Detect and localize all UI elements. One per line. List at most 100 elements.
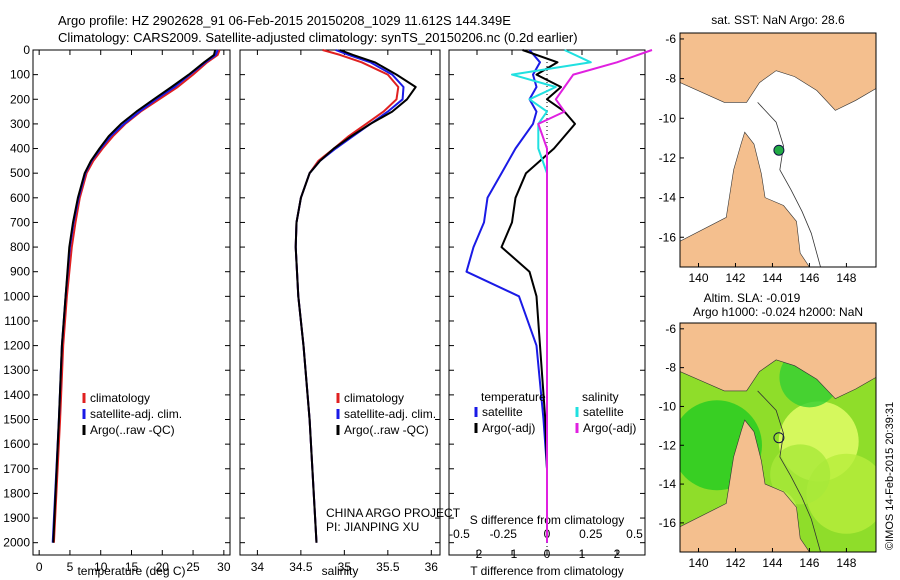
map-lat-tick-label: -16 [659,230,677,244]
temperature-series-1 [52,49,221,543]
sla-map-layer [680,323,876,552]
salinity-diff-tick-label: -0.5 [449,527,470,541]
map-lat-tick-label: -10 [659,399,677,413]
map-lat-tick-label: -14 [659,477,677,491]
difference-xtick-tick-label: 1 [579,547,586,561]
diff-legend-title-temperature: temperature [481,390,546,404]
sla-map-frame [679,322,877,553]
map-lat-tick-label: -14 [659,191,677,205]
header-line-2: Climatology: CARS2009. Satellite-adjuste… [58,30,578,45]
depth-tick-label: 1300 [3,363,30,377]
cape-york-land [680,419,810,552]
difference-series-2 [500,49,576,543]
depth-tick-label: 700 [10,215,30,229]
map-lat-tick-label: -16 [659,516,677,530]
temperature-panel-frame [32,49,231,556]
temperature-xlabel: temperature (deg C) [77,564,185,578]
salinity-xtick-tick-label: 36 [425,560,439,574]
depth-tick-label: 1400 [3,388,30,402]
sla-map-title-1: Altim. SLA: -0.019 [704,291,801,305]
depth-tick-label: 1500 [3,413,30,427]
map-lon-tick-label: 144 [762,556,782,570]
difference-xtick-tick-label: 2 [614,547,621,561]
difference-series-1 [465,49,548,543]
float-position-marker [773,432,785,444]
depth-tick-label: 900 [10,265,30,279]
depth-tick-label: 600 [10,191,30,205]
map-lat-tick-label: -8 [665,361,676,375]
map-lon-tick-label: 142 [725,556,745,570]
difference-series-4 [537,49,653,543]
salinity-diff-tick-label: -0.25 [490,527,518,541]
sla-field-blob [770,444,831,505]
depth-tick-label: 1900 [3,511,30,525]
map-lon-tick-label: 142 [725,271,745,285]
difference-xtick-tick-label: -2 [472,547,483,561]
depth-tick-label: 2000 [3,536,30,550]
float-position-marker [773,144,785,156]
temperature-xtick-tick-label: 0 [36,560,43,574]
temperature-series-3 [52,49,217,543]
salinity-legend-2-label: satellite-adj. clim. [344,407,436,421]
salinity-diff-tick-label: 0.25 [579,527,603,541]
depth-tick-label: 1800 [3,486,30,500]
map-lat-tick-label: -12 [659,438,677,452]
salinity-diff-tick-label: 0.5 [626,527,643,541]
map-lat-tick-label: -10 [659,111,677,125]
map-lon-tick-label: 148 [836,271,856,285]
map-lon-tick-label: 140 [688,556,708,570]
shelf-contour [757,390,821,552]
depth-tick-label: 1700 [3,462,30,476]
depth-tick-label: 1200 [3,339,30,353]
temperature-legend-2-label: satellite-adj. clim. [90,407,182,421]
map-lat-tick-label: -6 [665,322,676,336]
map-lon-tick-label: 140 [688,271,708,285]
cape-york-land [680,131,810,267]
salinity-xtick-tick-label: 34 [251,560,265,574]
temperature-xtick-tick-label: 30 [217,560,231,574]
temperature-xtick-tick-label: 15 [125,560,139,574]
imos-credit: ©IMOS 14-Feb-2015 20:39:31 [884,402,896,550]
sla-map-title-2: Argo h1000: -0.024 h2000: NaN [693,305,863,319]
map-lon-tick-label: 148 [836,556,856,570]
salinity-legend-3-label: Argo(..raw -QC) [344,423,429,437]
depth-tick-label: 300 [10,117,30,131]
shelf-contour [757,102,821,267]
new-guinea-land [680,33,876,111]
temperature-legend-3-label: Argo(..raw -QC) [90,423,175,437]
map-lon-tick-label: 146 [799,556,819,570]
new-guinea-land [680,323,876,400]
map-lon-tick-label: 144 [762,271,782,285]
salinity-legend-1-label: climatology [344,391,404,405]
header-line-1: Argo profile: HZ 2902628_91 06-Feb-2015 … [58,13,511,28]
sst-map-layer [680,33,876,267]
project-annotation: CHINA ARGO PROJECT [326,506,461,520]
depth-tick-label: 100 [10,68,30,82]
depth-tick-label: 1000 [3,289,30,303]
diff-legend-sal-argo-label: Argo(-adj) [583,421,636,435]
map-lat-tick-label: -8 [665,72,676,86]
diff-legend-sal-sat-label: satellite [583,405,624,419]
depth-tick-label: 800 [10,240,30,254]
temperature-xtick-tick-label: 10 [94,560,108,574]
temperature-series-2 [51,49,219,543]
difference-xtick-tick-label: -1 [507,547,518,561]
depth-tick-label: 200 [10,92,30,106]
temperature-xtick-tick-label: 20 [156,560,170,574]
map-lat-tick-label: -6 [665,32,676,46]
temperature-xtick-tick-label: 5 [67,560,74,574]
salinity-xlabel: salinity [322,564,359,578]
salinity-xtick-tick-label: 34.5 [289,560,313,574]
depth-tick-label: 1100 [4,314,30,328]
sst-map-title: sat. SST: NaN Argo: 28.6 [711,13,845,27]
depth-tick-label: 500 [10,166,30,180]
salinity-panel-frame [239,49,441,556]
diff-legend-temp-sat-label: satellite [482,405,523,419]
diff-legend-title-salinity: salinity [582,390,619,404]
salinity-series-1 [294,49,400,543]
diff-legend-temp-argo-label: Argo(-adj) [482,421,535,435]
salinity-xtick-tick-label: 35 [338,560,352,574]
temperature-diff-xlabel: T difference from climatology [470,564,624,578]
sst-map-frame [679,32,877,268]
